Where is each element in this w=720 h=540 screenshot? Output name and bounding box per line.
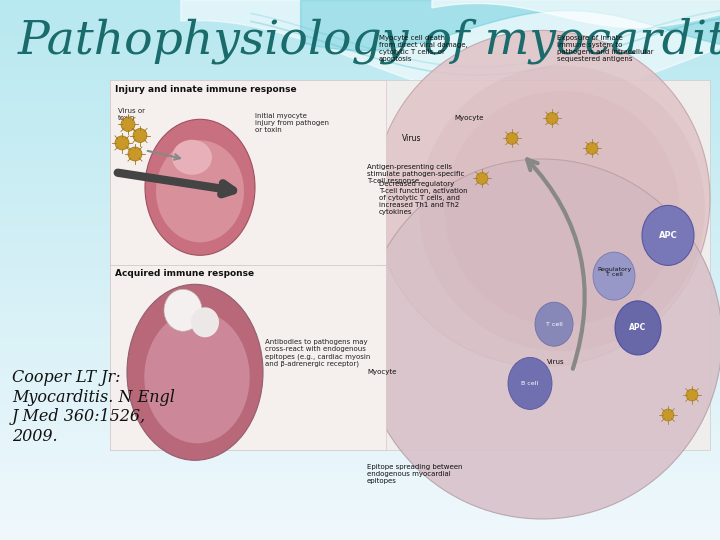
- Circle shape: [506, 132, 518, 144]
- Text: APC: APC: [659, 231, 678, 240]
- Ellipse shape: [144, 311, 250, 443]
- Circle shape: [476, 172, 488, 184]
- Ellipse shape: [593, 252, 635, 300]
- Ellipse shape: [615, 301, 661, 355]
- Ellipse shape: [156, 140, 244, 242]
- Circle shape: [444, 91, 680, 326]
- Text: Antigen-presenting cells
stimulate pathogen-specific
T-cell response: Antigen-presenting cells stimulate patho…: [367, 164, 464, 184]
- Text: Initial myocyte
injury from pathogen
or toxin: Initial myocyte injury from pathogen or …: [255, 113, 329, 133]
- Circle shape: [419, 65, 705, 351]
- Text: Virus or
toxin: Virus or toxin: [118, 108, 145, 121]
- Ellipse shape: [127, 284, 263, 460]
- Text: Injury and innate immune response: Injury and innate immune response: [115, 85, 297, 94]
- Circle shape: [133, 129, 147, 143]
- Text: Decreased regulatory
T-cell function, activation
of cytolytic T cells, and
incre: Decreased regulatory T-cell function, ac…: [379, 181, 467, 215]
- Circle shape: [546, 112, 558, 124]
- Ellipse shape: [535, 302, 573, 346]
- Text: Epitope spreading between
endogenous myocardial
epitopes: Epitope spreading between endogenous myo…: [367, 464, 462, 484]
- Circle shape: [662, 409, 674, 421]
- Circle shape: [121, 117, 135, 131]
- Ellipse shape: [145, 119, 255, 255]
- Text: Antibodies to pathogens may
cross-react with endogenous
epitopes (e.g., cardiac : Antibodies to pathogens may cross-react …: [265, 339, 370, 367]
- Text: B cell: B cell: [521, 381, 539, 386]
- Text: Myocyte cell death
from direct viral damage,
cytolytic T cells, or
apoptosis: Myocyte cell death from direct viral dam…: [379, 36, 468, 63]
- Ellipse shape: [508, 357, 552, 409]
- Circle shape: [115, 136, 129, 150]
- Ellipse shape: [172, 140, 212, 175]
- Circle shape: [362, 159, 720, 519]
- Circle shape: [374, 30, 710, 367]
- Ellipse shape: [191, 307, 219, 338]
- Text: Myocyte: Myocyte: [367, 369, 397, 375]
- Text: T cell: T cell: [546, 322, 562, 327]
- Bar: [110, 265, 386, 450]
- Text: APC: APC: [629, 323, 647, 333]
- Circle shape: [686, 389, 698, 401]
- Ellipse shape: [164, 289, 202, 332]
- Bar: [110, 80, 710, 450]
- Text: Myocyte: Myocyte: [454, 116, 483, 122]
- Ellipse shape: [642, 205, 694, 265]
- Text: Virus: Virus: [402, 134, 421, 143]
- Text: Pathophysiology of myocarditis: Pathophysiology of myocarditis: [18, 18, 720, 64]
- Text: Regulatory
T cell: Regulatory T cell: [597, 267, 631, 278]
- Text: Cooper LT Jr:
Myocarditis. N Engl
J Med 360:1526,
2009.: Cooper LT Jr: Myocarditis. N Engl J Med …: [12, 369, 175, 445]
- Circle shape: [586, 143, 598, 154]
- Text: Exposure of innate
immune system to
pathogens and intracellular
sequestered anti: Exposure of innate immune system to path…: [557, 36, 654, 63]
- Text: Acquired immune response: Acquired immune response: [115, 269, 254, 278]
- Text: Virus: Virus: [547, 359, 564, 365]
- Bar: [110, 80, 386, 265]
- Circle shape: [128, 147, 142, 161]
